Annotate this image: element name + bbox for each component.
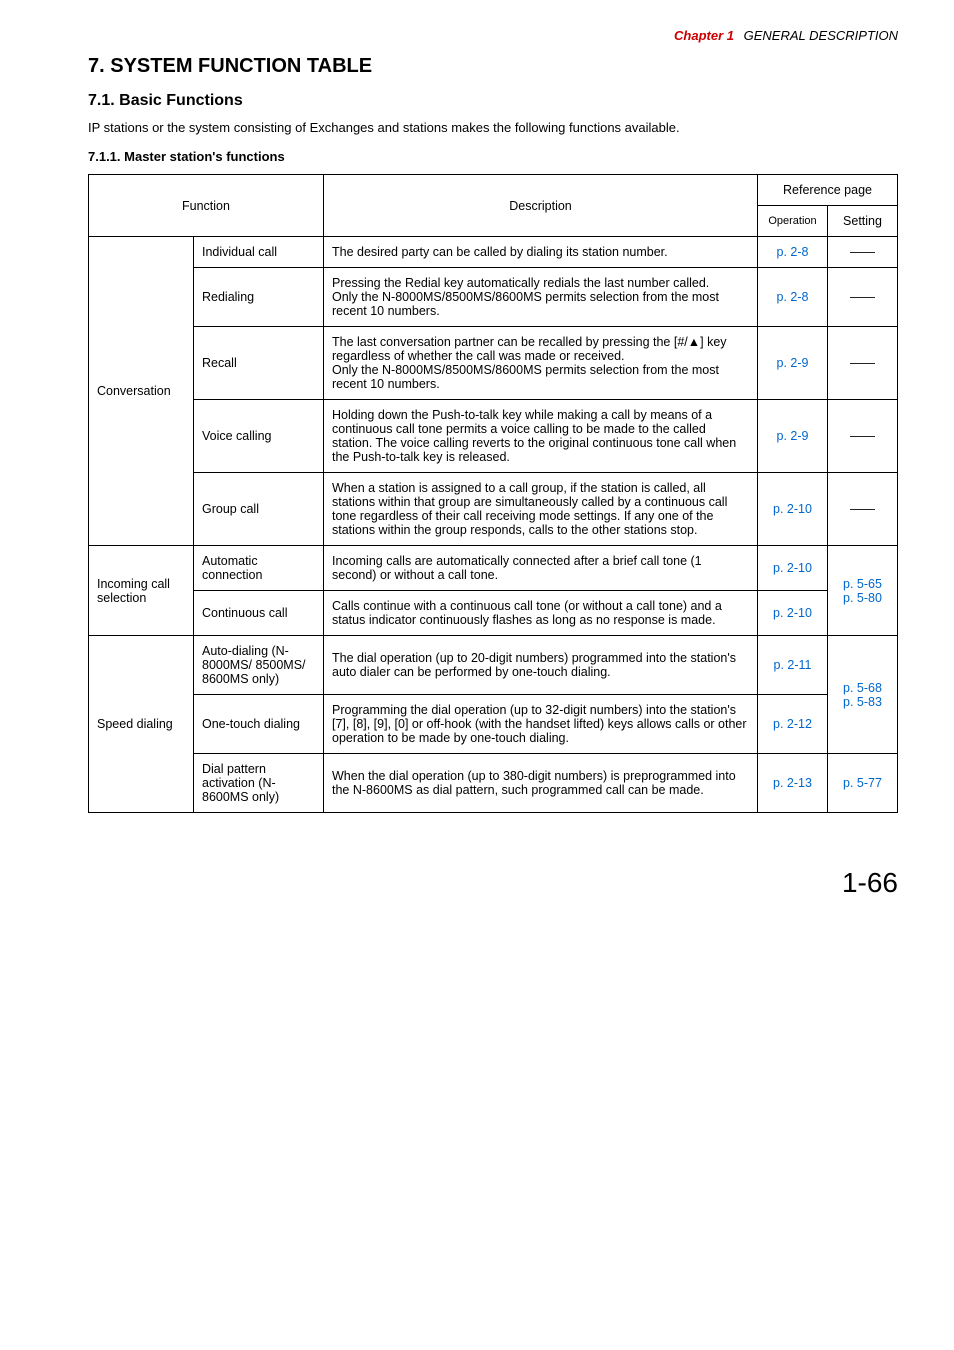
table-row: Dial pattern activation (N-8600MS only) … xyxy=(89,754,898,813)
fn-op: p. 2-13 xyxy=(758,754,828,813)
table-row: Group call When a station is assigned to… xyxy=(89,473,898,546)
fn-set-dash: —— xyxy=(828,327,898,400)
fn-op: p. 2-11 xyxy=(758,636,828,695)
group-label-incoming: Incoming call selection xyxy=(89,546,194,636)
th-reference: Reference page xyxy=(758,175,898,206)
fn-op: p. 2-8 xyxy=(758,237,828,268)
fn-op: p. 2-9 xyxy=(758,327,828,400)
subsection-heading: 7.1. Basic Functions xyxy=(88,92,898,110)
table-row: One-touch dialing Programming the dial o… xyxy=(89,695,898,754)
fn-desc: The desired party can be called by diali… xyxy=(324,237,758,268)
table-row: Conversation Individual call The desired… xyxy=(89,237,898,268)
fn-desc: When the dial operation (up to 380-digit… xyxy=(324,754,758,813)
chapter-label: Chapter 1 xyxy=(674,28,734,43)
th-operation: Operation xyxy=(758,206,828,237)
page-link[interactable]: p. 5-77 xyxy=(843,776,882,790)
page-link[interactable]: p. 5-68 p. 5-83 xyxy=(843,681,882,709)
fn-desc: Programming the dial operation (up to 32… xyxy=(324,695,758,754)
page-link[interactable]: p. 2-9 xyxy=(777,356,809,370)
fn-desc: Incoming calls are automatically connect… xyxy=(324,546,758,591)
fn-set-dash: —— xyxy=(828,268,898,327)
fn-name: Recall xyxy=(194,327,324,400)
table-row: Redialing Pressing the Redial key automa… xyxy=(89,268,898,327)
page-link[interactable]: p. 2-9 xyxy=(777,429,809,443)
fn-op: p. 2-8 xyxy=(758,268,828,327)
table-row: Voice calling Holding down the Push-to-t… xyxy=(89,400,898,473)
fn-op: p. 2-10 xyxy=(758,591,828,636)
fn-name: Automatic connection xyxy=(194,546,324,591)
page-link[interactable]: p. 2-10 xyxy=(773,606,812,620)
fn-name: Individual call xyxy=(194,237,324,268)
fn-desc: The dial operation (up to 20-digit numbe… xyxy=(324,636,758,695)
fn-op: p. 2-10 xyxy=(758,473,828,546)
page-link[interactable]: p. 2-8 xyxy=(777,290,809,304)
fn-name: One-touch dialing xyxy=(194,695,324,754)
fn-set-merged: p. 5-65 p. 5-80 xyxy=(828,546,898,636)
th-description: Description xyxy=(324,175,758,237)
intro-paragraph: IP stations or the system consisting of … xyxy=(88,120,898,135)
chapter-title: GENERAL DESCRIPTION xyxy=(744,28,898,43)
section-heading: 7. SYSTEM FUNCTION TABLE xyxy=(88,55,898,78)
running-header: Chapter 1 GENERAL DESCRIPTION xyxy=(88,28,898,43)
fn-name: Group call xyxy=(194,473,324,546)
fn-op: p. 2-9 xyxy=(758,400,828,473)
fn-name: Redialing xyxy=(194,268,324,327)
page-link[interactable]: p. 2-11 xyxy=(774,658,812,672)
subsubsection-heading: 7.1.1. Master station's functions xyxy=(88,149,898,164)
page-number: 1-66 xyxy=(88,867,898,899)
fn-name: Auto-dialing (N-8000MS/ 8500MS/ 8600MS o… xyxy=(194,636,324,695)
page-link[interactable]: p. 2-8 xyxy=(777,245,809,259)
table-row: Continuous call Calls continue with a co… xyxy=(89,591,898,636)
page-link[interactable]: p. 2-10 xyxy=(773,561,812,575)
page-link[interactable]: p. 2-13 xyxy=(773,776,812,790)
fn-name: Voice calling xyxy=(194,400,324,473)
fn-set-dash: —— xyxy=(828,400,898,473)
table-header-row-1: Function Description Reference page xyxy=(89,175,898,206)
th-function: Function xyxy=(89,175,324,237)
table-row: Recall The last conversation partner can… xyxy=(89,327,898,400)
group-label-speed-dialing: Speed dialing xyxy=(89,636,194,813)
fn-desc: The last conversation partner can be rec… xyxy=(324,327,758,400)
page-container: Chapter 1 GENERAL DESCRIPTION 7. SYSTEM … xyxy=(0,0,954,939)
page-link[interactable]: p. 2-12 xyxy=(773,717,812,731)
fn-desc: Pressing the Redial key automatically re… xyxy=(324,268,758,327)
fn-desc: When a station is assigned to a call gro… xyxy=(324,473,758,546)
fn-set-dash: —— xyxy=(828,473,898,546)
fn-set: p. 5-77 xyxy=(828,754,898,813)
table-row: Incoming call selection Automatic connec… xyxy=(89,546,898,591)
page-link[interactable]: p. 5-65 p. 5-80 xyxy=(843,577,882,605)
fn-set-merged: p. 5-68 p. 5-83 xyxy=(828,636,898,754)
fn-desc: Holding down the Push-to-talk key while … xyxy=(324,400,758,473)
fn-desc: Calls continue with a continuous call to… xyxy=(324,591,758,636)
th-setting: Setting xyxy=(828,206,898,237)
fn-set-dash: —— xyxy=(828,237,898,268)
table-row: Speed dialing Auto-dialing (N-8000MS/ 85… xyxy=(89,636,898,695)
fn-name: Continuous call xyxy=(194,591,324,636)
fn-op: p. 2-12 xyxy=(758,695,828,754)
function-table: Function Description Reference page Oper… xyxy=(88,174,898,813)
page-link[interactable]: p. 2-10 xyxy=(773,502,812,516)
group-label-conversation: Conversation xyxy=(89,237,194,546)
fn-op: p. 2-10 xyxy=(758,546,828,591)
fn-name: Dial pattern activation (N-8600MS only) xyxy=(194,754,324,813)
